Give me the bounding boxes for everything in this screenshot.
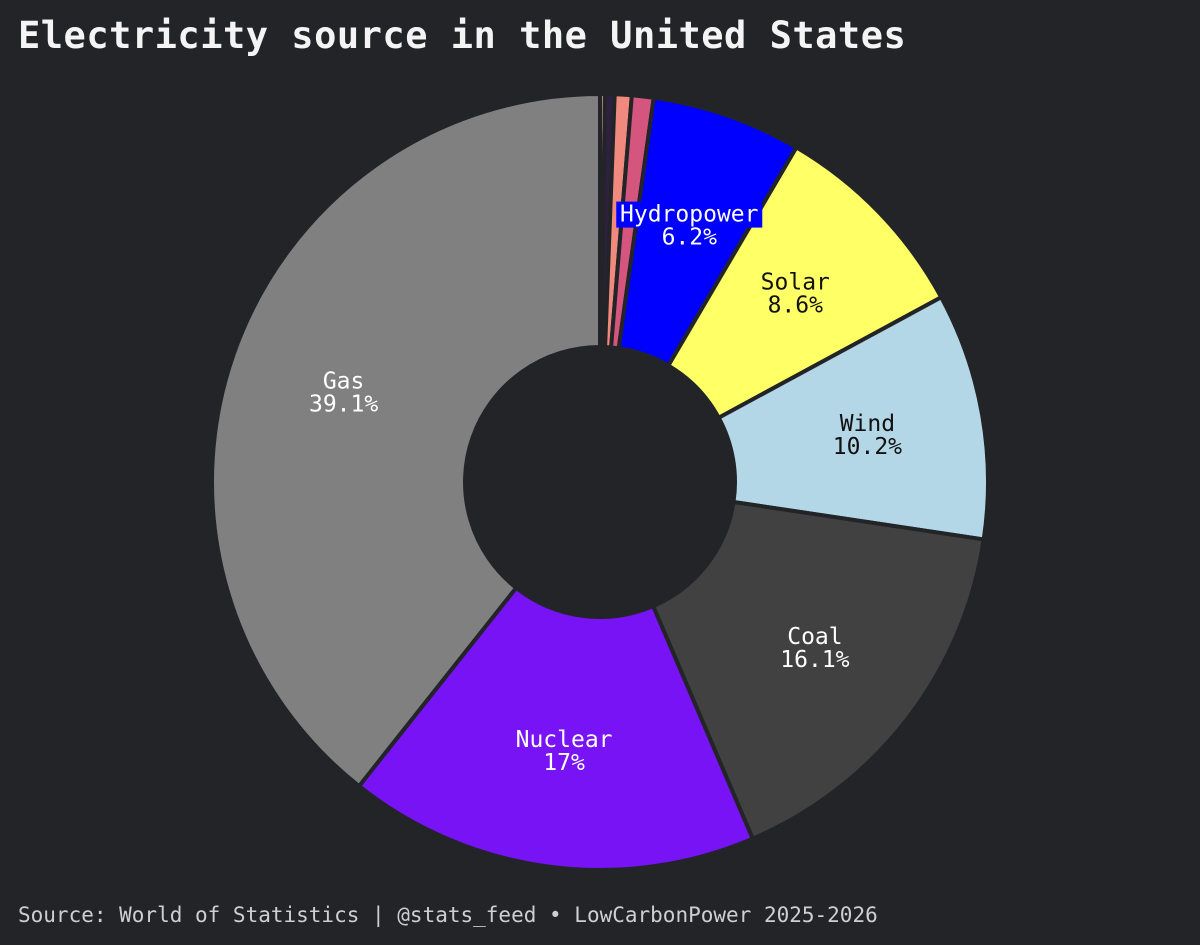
source-footer: Source: World of Statistics | @stats_fee… [18,903,878,927]
slice-value-gas: 39.1% [309,392,378,418]
slice-label-background [616,201,763,228]
slice-value-nuclear: 17% [543,750,585,776]
slice-name-hydropower: Hydropower [620,202,758,228]
slice-name-coal: Coal [787,624,842,650]
slice-solar [666,145,944,420]
slice-name-wind: Wind [840,411,895,437]
slice-name-nuclear: Nuclear [516,727,613,753]
slice-value-wind: 10.2% [833,434,902,460]
slice-nuclear [357,585,755,872]
slice-gas [210,92,602,789]
slice-name-gas: Gas [323,369,365,395]
slice-value-solar: 8.6% [768,292,824,318]
slice-coal [651,499,986,841]
chart-slices [210,92,990,872]
slice-value-coal: 16.1% [780,647,849,673]
slice-wind [716,295,990,542]
chart-title: Electricity source in the United States [18,14,907,57]
slice-name-solar: Solar [761,269,830,295]
slice-value-hydropower: 6.2% [662,225,718,251]
